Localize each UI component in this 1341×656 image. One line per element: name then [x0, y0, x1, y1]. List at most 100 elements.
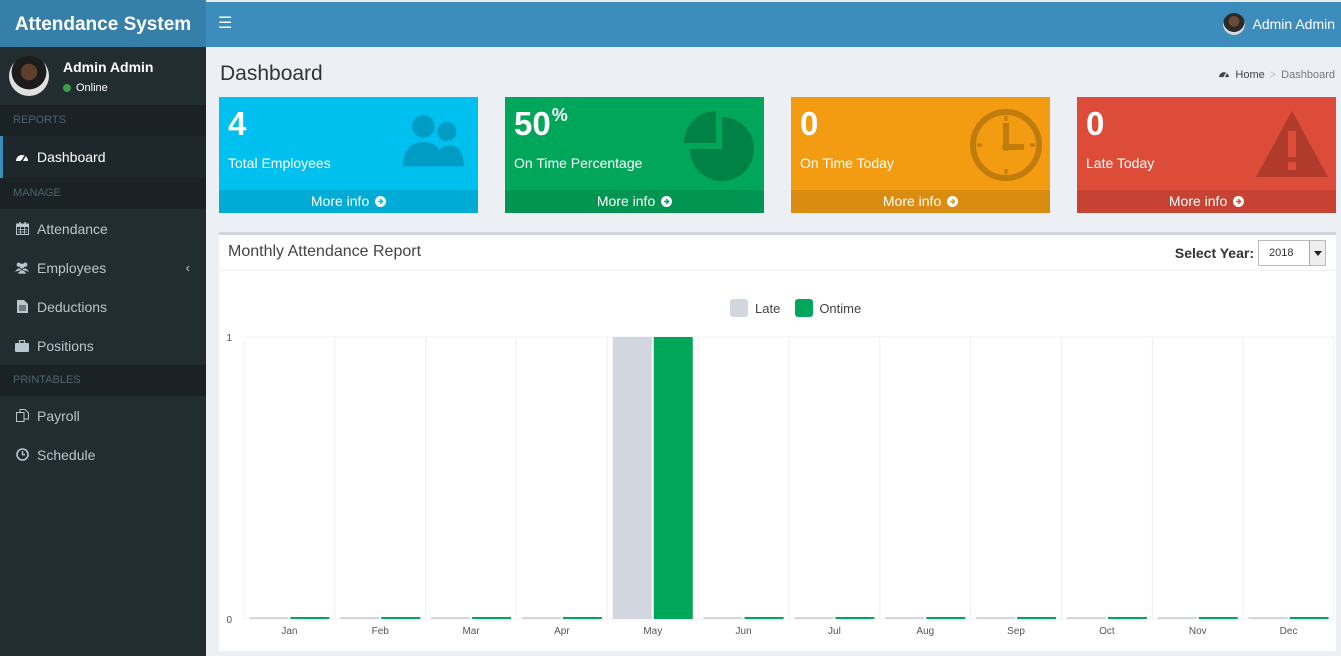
menu-header-reports: REPORTS	[0, 105, 206, 136]
year-select-value: 2018	[1269, 247, 1294, 259]
bar-ontime-mar	[472, 617, 512, 619]
bar-ontime-apr	[562, 617, 602, 619]
tile-label: On Time Today	[800, 155, 894, 171]
bar-late-nov	[1157, 617, 1197, 619]
file-text-icon	[15, 300, 29, 314]
breadcrumb: Home > Dashboard	[1218, 68, 1335, 81]
monthly-attendance-box: Monthly Attendance Report Select Year: 2…	[219, 232, 1336, 651]
tile-label: Total Employees	[228, 155, 331, 171]
bar-ontime-oct	[1107, 617, 1147, 619]
users-icon	[402, 115, 465, 167]
user-status-label: Online	[76, 82, 108, 94]
bar-late-mar	[431, 617, 471, 619]
navbar-user-name: Admin Admin	[1252, 16, 1335, 32]
x-tick-label: Nov	[1189, 626, 1207, 637]
chart-legend: Late Ontime	[730, 299, 861, 317]
sidebar-item-payroll[interactable]: Payroll	[0, 396, 206, 435]
app-logo[interactable]: Attendance System	[0, 0, 206, 47]
bar-ontime-dec	[1289, 617, 1329, 619]
bar-late-feb	[340, 617, 380, 619]
legend-swatch-late[interactable]	[730, 299, 748, 317]
pie-chart-icon	[684, 111, 754, 181]
tile-label: Late Today	[1086, 155, 1155, 171]
tile-value: 50%	[514, 105, 568, 142]
x-tick-label: Feb	[372, 626, 390, 637]
breadcrumb-home-link[interactable]: Home	[1235, 68, 1265, 81]
user-menu[interactable]: Admin Admin	[1222, 13, 1335, 35]
year-selector: Select Year: 2018	[1175, 240, 1326, 266]
chevron-left-icon: ‹	[185, 260, 190, 275]
sidebar-avatar	[9, 56, 49, 96]
x-tick-label: Apr	[554, 626, 570, 637]
stat-tile-late-today: 0 Late Today More info	[1077, 97, 1336, 213]
bar-late-oct	[1066, 617, 1106, 619]
hamburger-menu-icon[interactable]: ☰	[218, 15, 233, 32]
sidebar-item-dashboard[interactable]: Dashboard	[0, 136, 206, 178]
bar-late-dec	[1248, 617, 1288, 619]
arrow-circle-right-icon	[375, 196, 387, 207]
user-panel: Admin Admin Online	[0, 47, 206, 105]
sidebar-item-attendance[interactable]: Attendance	[0, 209, 206, 248]
sidebar-item-positions[interactable]: Positions	[0, 326, 206, 365]
dashboard-icon	[15, 150, 29, 164]
x-tick-label: May	[643, 626, 662, 637]
stat-tile-total-employees: 4 Total Employees More info	[219, 97, 478, 213]
x-tick-label: Dec	[1280, 626, 1298, 637]
briefcase-icon	[15, 339, 29, 353]
tile-value: 0	[800, 105, 819, 142]
sidebar-user-name: Admin Admin	[63, 59, 154, 75]
sidebar-item-label: Dashboard	[37, 149, 106, 165]
sidebar-item-label: Attendance	[37, 220, 108, 237]
bar-late-sep	[976, 617, 1016, 619]
bar-late-aug	[885, 617, 925, 619]
legend-label-ontime: Ontime	[819, 300, 862, 316]
tile-label: On Time Percentage	[514, 155, 643, 171]
stat-tile-on-time-percentage: 50% On Time Percentage More info	[505, 97, 764, 213]
more-info-link[interactable]: More info	[1077, 190, 1336, 213]
user-status: Online	[63, 82, 108, 94]
more-info-link[interactable]: More info	[505, 190, 764, 213]
dashboard-icon	[1218, 68, 1230, 81]
x-tick-label: Jan	[281, 626, 297, 637]
arrow-circle-right-icon	[1233, 196, 1245, 207]
x-tick-label: Jun	[736, 626, 752, 637]
more-info-link[interactable]: More info	[791, 190, 1050, 213]
y-tick-label: 1	[226, 333, 232, 344]
chevron-down-icon[interactable]	[1309, 241, 1325, 265]
stat-tile-on-time-today: 0 On Time Today More info	[791, 97, 1050, 213]
more-info-link[interactable]: More info	[219, 190, 478, 213]
warning-icon	[1256, 111, 1328, 177]
bar-ontime-jul	[835, 617, 875, 619]
x-tick-label: Aug	[916, 626, 934, 637]
breadcrumb-separator: >	[1269, 68, 1277, 81]
year-label: Select Year:	[1174, 245, 1254, 261]
arrow-circle-right-icon	[661, 196, 673, 207]
year-select[interactable]: 2018	[1258, 240, 1326, 266]
tile-value: 0	[1086, 105, 1105, 142]
bar-late-jan	[249, 617, 289, 619]
chart-title: Monthly Attendance Report	[228, 243, 422, 260]
x-tick-label: Oct	[1099, 626, 1115, 637]
sidebar-item-label: Employees	[37, 259, 107, 276]
x-tick-label: Sep	[1007, 626, 1025, 637]
bar-ontime-may	[653, 337, 693, 619]
bar-late-jul	[794, 617, 834, 619]
sidebar: Admin Admin Online REPORTS Dashboard MAN…	[0, 47, 206, 656]
clock-icon	[15, 448, 29, 462]
users-icon	[15, 261, 29, 275]
attendance-bar-chart: 0 1 Jan Feb Mar Apr May Jun Jul Aug Sep Oct Nov Dec	[226, 333, 1335, 637]
x-tick-label: Jul	[828, 626, 841, 637]
sidebar-item-label: Deductions	[37, 298, 108, 315]
y-tick-label: 0	[226, 615, 232, 626]
files-icon	[15, 409, 29, 423]
bar-late-may	[612, 337, 652, 619]
sidebar-item-schedule[interactable]: Schedule	[0, 435, 206, 474]
breadcrumb-current: Dashboard	[1281, 68, 1335, 81]
menu-header-printables: PRINTABLES	[0, 365, 206, 396]
top-navbar: ☰ Admin Admin	[206, 0, 1341, 47]
legend-swatch-ontime[interactable]	[795, 299, 814, 317]
sidebar-item-label: Schedule	[37, 446, 96, 463]
sidebar-item-deductions[interactable]: Deductions	[0, 287, 206, 326]
sidebar-item-employees[interactable]: Employees ‹	[0, 248, 206, 287]
bar-late-jun	[703, 617, 743, 619]
